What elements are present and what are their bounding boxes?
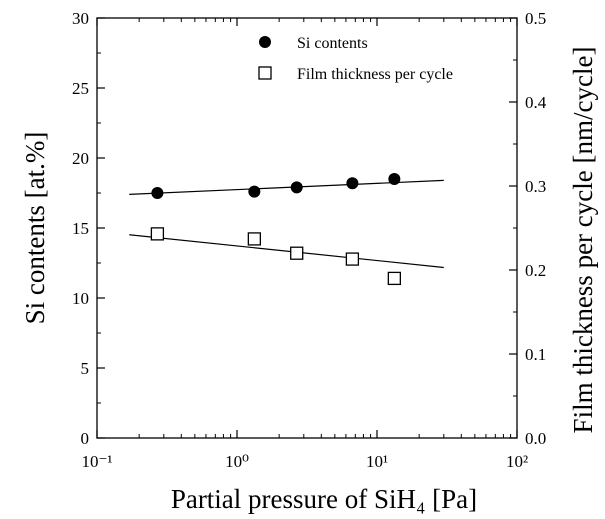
x-tick-label: 10⁰ <box>225 452 249 471</box>
data-points <box>150 173 401 286</box>
y-right-tick-label: 0.4 <box>525 93 547 112</box>
y-right-tick-label: 0.1 <box>525 345 546 364</box>
fit-lines <box>129 179 444 269</box>
point-film-thickness <box>247 232 261 246</box>
legend: Si contents Film thickness per cycle <box>258 35 453 83</box>
point-si-contents <box>388 173 401 185</box>
x-axis-title: Partial pressure of SiH₄ [Pa] <box>171 484 477 514</box>
y-left-tick-label: 5 <box>81 359 90 378</box>
y-left-tick-label: 25 <box>72 79 89 98</box>
point-film-thickness <box>290 246 304 260</box>
y-left-tick-label: 10 <box>72 289 89 308</box>
legend-label-si-contents: Si contents <box>297 35 368 52</box>
ticks: 10⁻¹ 10⁰ 10¹ 10² 0 5 10 15 20 25 30 0.0 0.1 0.2 0.3 0.4… <box>72 9 547 471</box>
y-axis-title-right: Film thickness per cycle [nm/cycle] <box>568 47 598 434</box>
y-right-tick-label: 0.0 <box>525 429 546 448</box>
y-left-tick-label: 20 <box>72 149 89 168</box>
point-si-contents <box>248 185 261 198</box>
y-right-tick-label: 0.3 <box>525 177 546 196</box>
x-tick-label: 10¹ <box>366 452 388 471</box>
y-right-tick-label: 0.5 <box>525 9 546 28</box>
point-si-contents <box>346 177 359 190</box>
point-film-thickness <box>150 227 165 241</box>
x-tick-label: 10⁻¹ <box>81 452 112 471</box>
x-tick-label: 10² <box>506 452 528 471</box>
point-si-contents <box>151 187 164 199</box>
y-right-tick-label: 0.2 <box>525 261 546 280</box>
y-left-tick-label: 0 <box>81 429 90 448</box>
y-left-tick-label: 15 <box>72 219 89 238</box>
y-left-tick-label: 30 <box>72 9 89 28</box>
point-film-thickness <box>387 271 401 286</box>
legend-marker-si-contents <box>259 36 271 48</box>
fit-line-film-thickness <box>129 234 444 269</box>
legend-label-film-thickness: Film thickness per cycle <box>297 66 453 83</box>
legend-marker-film-thickness <box>258 66 272 80</box>
point-film-thickness <box>345 252 360 266</box>
point-si-contents <box>290 181 303 194</box>
y-axis-title-left: Si contents [at.%] <box>20 132 50 325</box>
